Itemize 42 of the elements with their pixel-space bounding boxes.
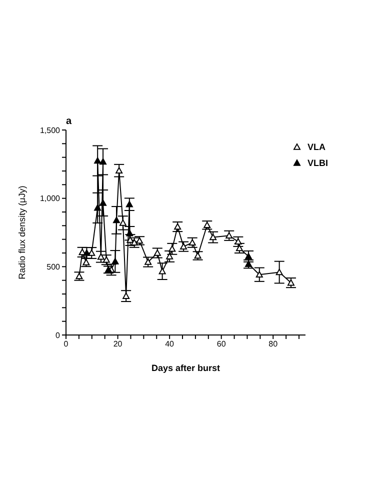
y-axis-title: Radio flux density (μJy) (17, 186, 28, 280)
point (174, 223, 182, 230)
legend-label: VLBI (307, 158, 328, 168)
text: a (66, 116, 72, 127)
point (126, 230, 134, 236)
point (287, 279, 294, 286)
y-tick-label: 0 (56, 330, 61, 340)
point (94, 157, 102, 164)
point (256, 271, 263, 278)
point (102, 256, 110, 263)
point (158, 268, 166, 274)
point (88, 250, 96, 256)
point (94, 204, 102, 211)
point (154, 250, 161, 256)
point (97, 253, 104, 260)
point (112, 216, 120, 224)
point (166, 252, 174, 260)
point (210, 234, 217, 240)
point (116, 167, 123, 174)
legend-label: VLA (307, 142, 326, 152)
x-axis-title: Days after burst (151, 363, 220, 373)
x-tick-label: 80 (268, 340, 278, 349)
point (112, 258, 119, 264)
point (119, 219, 126, 226)
point (126, 200, 133, 208)
x-tick-label: 60 (216, 340, 226, 349)
point (194, 252, 202, 259)
point (276, 268, 283, 276)
point (100, 199, 107, 206)
point (76, 272, 83, 280)
point (245, 252, 252, 260)
point (168, 245, 176, 252)
y-tick-label: 1,000 (40, 194, 61, 204)
point (83, 250, 90, 256)
x-tick-label: 0 (64, 340, 69, 349)
x-tick-label: 20 (113, 340, 123, 349)
point (122, 292, 130, 299)
point (100, 158, 107, 165)
point (126, 236, 134, 243)
y-tick-label: 500 (46, 262, 61, 272)
x-tick-label: 40 (165, 340, 175, 349)
y-tick-label: 1,500 (40, 126, 61, 135)
